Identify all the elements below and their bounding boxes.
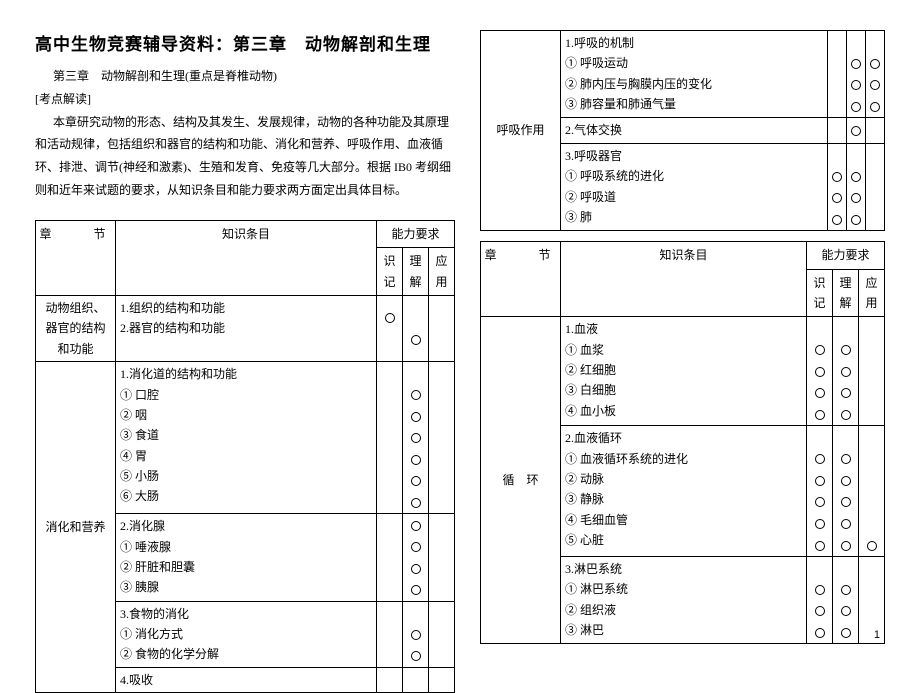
item-cell: 1.消化道的结构和功能① 口腔② 咽③ 食道④ 胃⑤ 小肠⑥ 大肠 <box>116 362 377 514</box>
mark-cell <box>403 514 429 601</box>
mark-cell <box>377 295 403 361</box>
mark-cell <box>847 143 866 230</box>
th-c2: 理解 <box>833 269 859 317</box>
mark-cell <box>833 556 859 643</box>
mark-cell <box>377 362 403 514</box>
intro-text: 第三章 动物解剖和生理(重点是脊椎动物) [考点解读] 本章研究动物的形态、结构… <box>35 65 455 202</box>
item-cell: 3.食物的消化① 消化方式② 食物的化学分解 <box>116 601 377 667</box>
right-table-1: 呼吸作用1.呼吸的机制① 呼吸运动② 肺内压与胸膜内压的变化③ 肺容量和肺通气量… <box>480 30 885 231</box>
th-item: 知识条目 <box>561 242 807 317</box>
subtitle-line: 第三章 动物解剖和生理(重点是脊椎动物) <box>35 65 455 88</box>
mark-cell <box>833 317 859 426</box>
mark-cell <box>807 317 833 426</box>
th-chapter: 章 节 <box>36 220 116 295</box>
mark-cell <box>429 362 455 514</box>
page-number: 1 <box>874 629 880 641</box>
mark-cell <box>866 118 885 143</box>
th-c2: 理解 <box>403 248 429 296</box>
th-c3: 应用 <box>859 269 885 317</box>
mark-cell <box>377 514 403 601</box>
chapter-cell: 消化和营养 <box>36 362 116 693</box>
chapter-cell: 循 环 <box>481 317 561 644</box>
th-ability: 能力要求 <box>377 220 455 247</box>
item-cell: 2.气体交换 <box>561 118 828 143</box>
mark-cell <box>429 295 455 361</box>
mark-cell <box>377 601 403 667</box>
right-table-2: 章 节 知识条目 能力要求 识记 理解 应用 循 环1.血液① 血浆② 红细胞③… <box>480 241 885 644</box>
mark-cell <box>807 426 833 557</box>
th-c1: 识记 <box>377 248 403 296</box>
item-cell: 3.呼吸器官① 呼吸系统的进化② 呼吸道③ 肺 <box>561 143 828 230</box>
item-cell: 1.血液① 血浆② 红细胞③ 白细胞④ 血小板 <box>561 317 807 426</box>
mark-cell <box>807 556 833 643</box>
left-table: 章 节 知识条目 能力要求 识记 理解 应用 动物组织、器官的结构和功能1.组织… <box>35 220 455 693</box>
mark-cell <box>429 667 455 692</box>
item-cell: 2.血液循环① 血液循环系统的进化② 动脉③ 静脉④ 毛细血管⑤ 心脏 <box>561 426 807 557</box>
item-cell: 2.消化腺① 唾液腺② 肝脏和胆囊③ 胰腺 <box>116 514 377 601</box>
left-column: 高中生物竞赛辅导资料：第三章 动物解剖和生理 第三章 动物解剖和生理(重点是脊椎… <box>35 30 455 693</box>
mark-cell <box>847 118 866 143</box>
th-c1: 识记 <box>807 269 833 317</box>
th-chapter: 章 节 <box>481 242 561 317</box>
section-label: [考点解读] <box>35 88 455 111</box>
item-cell: 1.呼吸的机制① 呼吸运动② 肺内压与胸膜内压的变化③ 肺容量和肺通气量 <box>561 31 828 118</box>
intro-paragraph: 本章研究动物的形态、结构及其发生、发展规律，动物的各种功能及其原理和活动规律，包… <box>35 111 455 202</box>
item-cell: 4.吸收 <box>116 667 377 692</box>
page-title: 高中生物竞赛辅导资料：第三章 动物解剖和生理 <box>35 30 455 55</box>
mark-cell <box>429 514 455 601</box>
chapter-cell: 动物组织、器官的结构和功能 <box>36 295 116 361</box>
mark-cell <box>866 143 885 230</box>
item-cell: 1.组织的结构和功能2.器官的结构和功能 <box>116 295 377 361</box>
mark-cell <box>828 143 847 230</box>
chapter-cell: 呼吸作用 <box>481 31 561 231</box>
item-cell: 3.淋巴系统① 淋巴系统② 组织液③ 淋巴 <box>561 556 807 643</box>
mark-cell <box>403 295 429 361</box>
mark-cell <box>833 426 859 557</box>
mark-cell <box>859 426 885 557</box>
right-column: 呼吸作用1.呼吸的机制① 呼吸运动② 肺内压与胸膜内压的变化③ 肺容量和肺通气量… <box>480 30 885 693</box>
mark-cell <box>828 31 847 118</box>
mark-cell <box>429 601 455 667</box>
mark-cell <box>866 31 885 118</box>
mark-cell <box>403 362 429 514</box>
mark-cell <box>403 601 429 667</box>
th-item: 知识条目 <box>116 220 377 295</box>
th-c3: 应用 <box>429 248 455 296</box>
mark-cell <box>859 556 885 643</box>
mark-cell <box>847 31 866 118</box>
mark-cell <box>403 667 429 692</box>
mark-cell <box>377 667 403 692</box>
mark-cell <box>828 118 847 143</box>
mark-cell <box>859 317 885 426</box>
th-ability: 能力要求 <box>807 242 885 269</box>
